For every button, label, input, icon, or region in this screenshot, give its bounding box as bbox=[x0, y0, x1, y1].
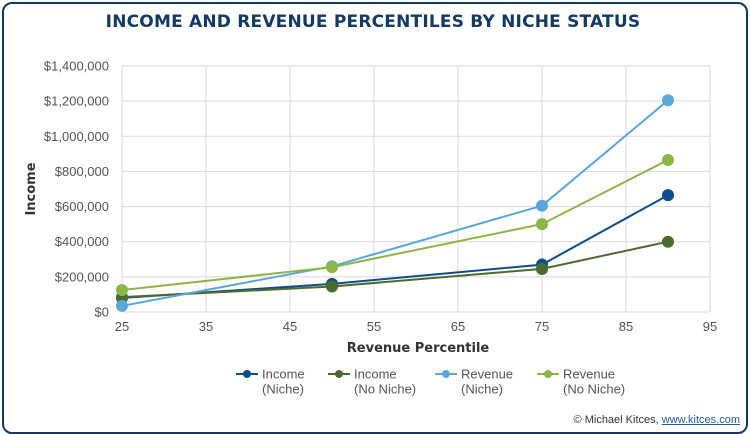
x-tick-label: 35 bbox=[199, 319, 213, 334]
y-axis-ticks: $0 $200,000 $400,000 $600,000 $800,000 $1,000… bbox=[44, 59, 109, 320]
legend-label-line2: (No Niche) bbox=[563, 382, 625, 397]
data-point-s3-0 bbox=[116, 284, 128, 297]
legend-label-line1: Income bbox=[262, 367, 305, 382]
x-axis-ticks: 25 35 45 55 65 75 85 95 bbox=[115, 319, 717, 334]
x-tick-label: 85 bbox=[619, 319, 633, 334]
x-axis-title: Revenue Percentile bbox=[347, 341, 490, 356]
series-line-0 bbox=[121, 194, 669, 299]
x-tick-label: 65 bbox=[451, 319, 465, 334]
credit-line: © Michael Kitces, www.kitces.com bbox=[574, 414, 740, 426]
data-point-s1-1 bbox=[326, 280, 338, 293]
data-point-s2-0 bbox=[116, 299, 128, 312]
legend-swatch-marker bbox=[243, 370, 251, 378]
chart-title: INCOME AND REVENUE PERCENTILES BY NICHE … bbox=[105, 12, 641, 32]
y-tick-label: $800,000 bbox=[55, 164, 109, 179]
y-axis-title: Income bbox=[24, 162, 39, 215]
series-line-2 bbox=[121, 99, 669, 307]
x-tick-label: 75 bbox=[535, 319, 549, 334]
credit-prefix: © Michael Kitces, bbox=[573, 414, 662, 426]
legend-label-line2: (Niche) bbox=[461, 382, 503, 397]
series-points bbox=[116, 94, 674, 312]
data-point-s3-1 bbox=[326, 261, 338, 274]
x-tick-label: 95 bbox=[703, 319, 717, 334]
legend-label-line1: Revenue bbox=[563, 367, 615, 382]
legend-swatch-marker bbox=[442, 370, 450, 378]
data-point-s1-3 bbox=[662, 235, 674, 248]
y-tick-label: $600,000 bbox=[55, 199, 109, 214]
data-point-s1-2 bbox=[536, 262, 548, 275]
y-tick-label: $1,400,000 bbox=[44, 59, 109, 74]
x-tick-label: 25 bbox=[115, 319, 129, 334]
y-tick-label: $200,000 bbox=[55, 269, 109, 284]
legend-swatch-marker bbox=[335, 370, 343, 378]
y-tick-label: $400,000 bbox=[55, 234, 109, 249]
data-point-s2-2 bbox=[536, 199, 548, 212]
y-tick-label: $0 bbox=[95, 305, 109, 320]
y-tick-label: $1,000,000 bbox=[44, 129, 109, 144]
data-point-s2-3 bbox=[662, 94, 674, 107]
legend-label-line2: (No Niche) bbox=[354, 382, 416, 397]
grid-lines bbox=[121, 65, 711, 313]
legend-label-line2: (Niche) bbox=[262, 382, 304, 397]
data-point-s3-3 bbox=[662, 154, 674, 167]
x-tick-label: 55 bbox=[367, 319, 381, 334]
x-tick-label: 45 bbox=[283, 319, 297, 334]
legend-label-line1: Revenue bbox=[461, 367, 513, 382]
legend-swatch-marker bbox=[544, 370, 552, 378]
y-tick-label: $1,200,000 bbox=[44, 94, 109, 109]
series-lines bbox=[121, 99, 669, 307]
data-point-s0-3 bbox=[662, 189, 674, 202]
credit-link[interactable]: www.kitces.com bbox=[661, 414, 740, 426]
legend: Income(Niche)Income(No Niche)Revenue(Nic… bbox=[236, 367, 625, 397]
series-line-1 bbox=[121, 240, 669, 299]
legend-label-line1: Income bbox=[354, 367, 397, 382]
data-point-s3-2 bbox=[536, 218, 548, 231]
series-line-3 bbox=[121, 159, 669, 291]
